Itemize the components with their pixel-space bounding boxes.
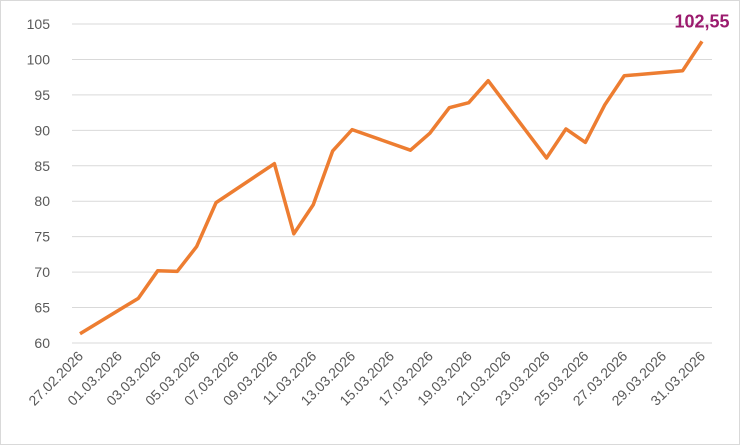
y-tick-label: 75 xyxy=(34,229,50,245)
y-tick-label: 90 xyxy=(34,122,50,138)
annotation-label: 102,55 xyxy=(674,11,729,31)
y-tick-label: 105 xyxy=(27,16,51,32)
y-tick-label: 60 xyxy=(34,335,50,351)
y-tick-label: 95 xyxy=(34,87,50,103)
series-line xyxy=(79,40,704,336)
y-tick-label: 70 xyxy=(34,264,50,280)
y-tick-label: 80 xyxy=(34,193,50,209)
y-tick-label: 65 xyxy=(34,300,50,316)
y-tick-label: 85 xyxy=(34,158,50,174)
y-tick-label: 100 xyxy=(27,51,51,67)
